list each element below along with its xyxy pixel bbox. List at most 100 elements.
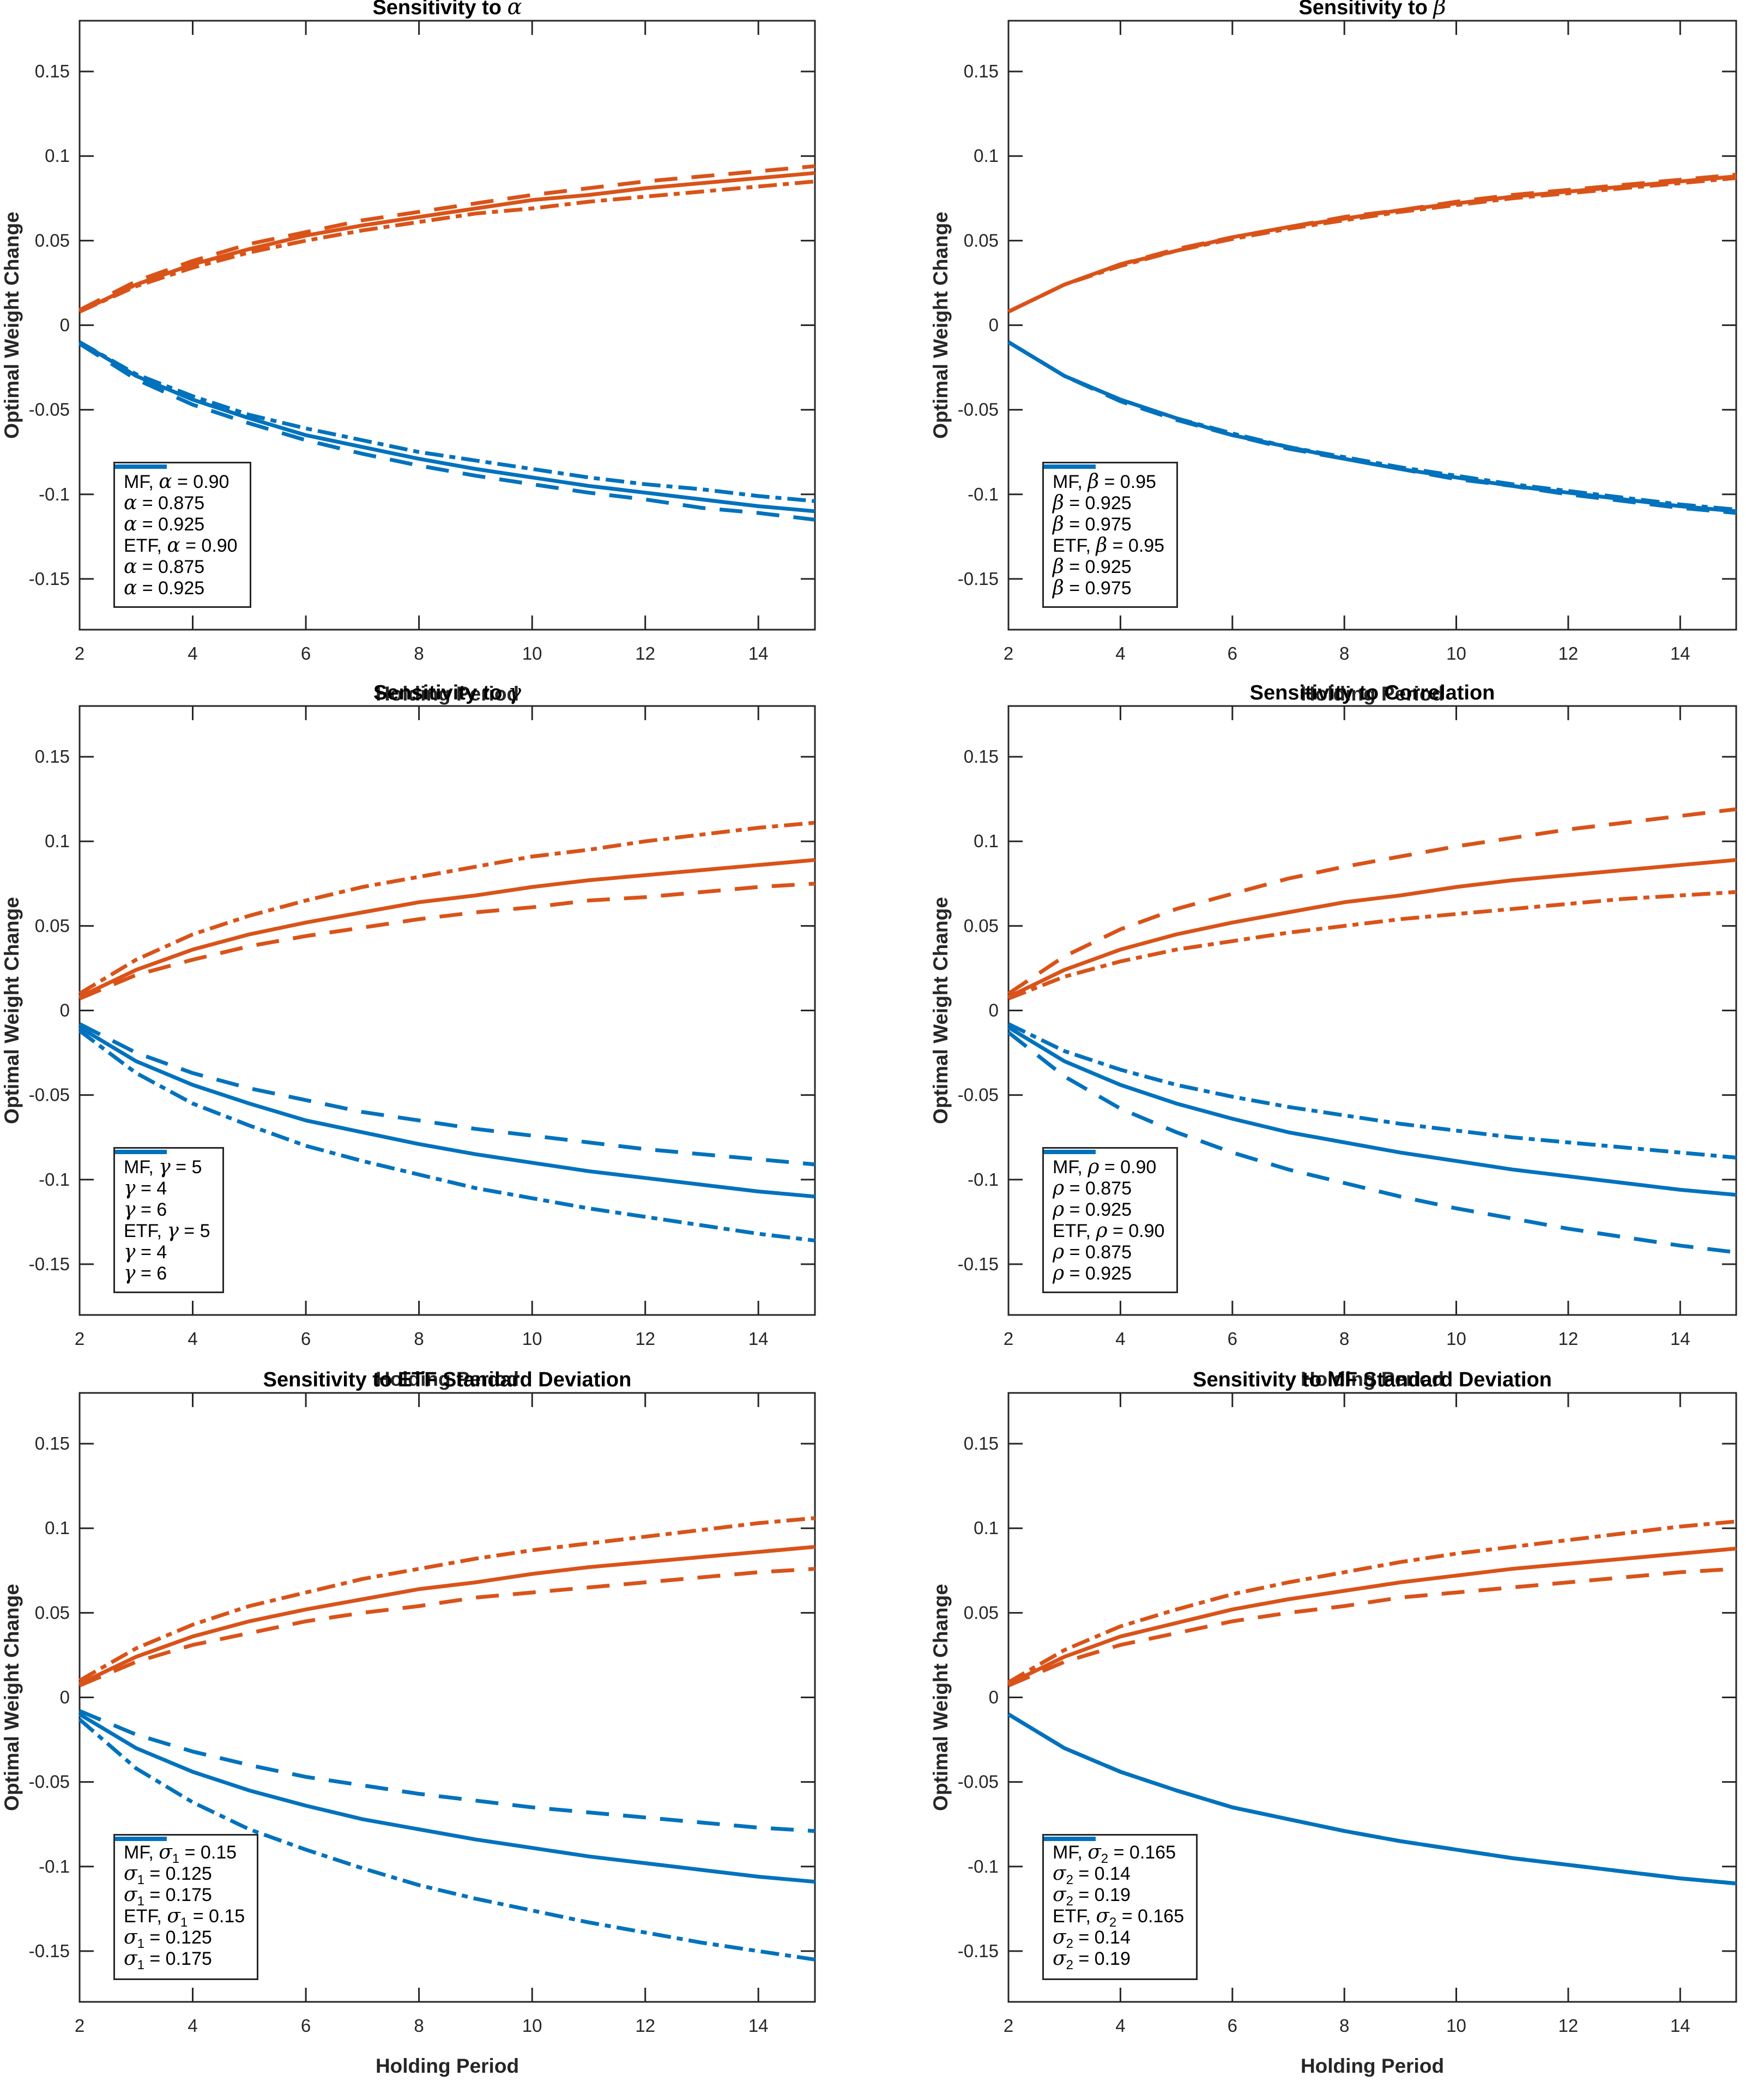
x-tick-label: 12 [635,1329,655,1349]
chart-panel: 2 4 6 8 10 12 14 0.15 0.1 0.05 0 -0.05 -0.1 -0.15 Sens… [873,681,1746,1413]
legend-label: ETF, γ = 5 [124,1220,210,1242]
series-variant-line [78,1022,815,1167]
legend-entry: α = 0.875 [115,464,238,578]
y-tick-label: 0.05 [964,1602,999,1622]
legend-entry: γ = 6 [115,1150,210,1221]
legend-label: MF, γ = 5 [124,1156,202,1178]
y-tick-label: 0 [989,315,999,335]
x-tick-label: 8 [1339,1329,1349,1349]
x-tick-label: 6 [301,2015,311,2036]
x-tick-label: 8 [1339,643,1349,663]
series-mf-etf-line [78,858,815,999]
series-mf-etf-line [78,1712,815,1884]
legend-entry: γ = 6 [115,1150,210,1284]
y-tick-label: 0.1 [974,831,999,851]
legend-line-sample [1044,1837,1096,1841]
x-tick-label: 2 [1004,643,1013,663]
x-tick-label: 14 [1670,1329,1690,1349]
y-tick-label: 0.1 [45,146,70,166]
series-variant-line [1007,1022,1737,1160]
legend-entry: ρ = 0.925 [1044,1150,1164,1221]
legend-line-sample [1044,464,1096,469]
x-tick-label: 10 [1446,2015,1466,2036]
x-tick-label: 6 [301,643,311,663]
legend: MF, ρ = 0.90 ρ = 0.875 ρ = 0.925 ETF, ρ = 0… [1042,1147,1179,1293]
x-tick-label: 12 [635,2015,655,2036]
y-tick-label: -0.05 [29,1085,70,1105]
legend-label: ρ = 0.925 [1053,1262,1132,1284]
legend-label: σ1 = 0.125 [124,1862,212,1888]
chart-svg: 2 4 6 8 10 12 14 0.15 0.1 0.05 0 -0.05 -0.1 -0.15 Sens… [929,1368,1737,2077]
x-tick-label: 4 [188,1329,197,1349]
legend: MF, α = 0.90 α = 0.875 α = 0.925 ETF, α = 0… [113,462,251,608]
legend-entry: γ = 4 [115,1150,210,1199]
y-axis-label: Optimal Weight Change [929,212,952,439]
series-variant-line [1007,1519,1737,1684]
y-tick-label: -0.05 [958,400,999,420]
y-axis-label: Optimal Weight Change [1,212,23,439]
legend-label: σ2 = 0.19 [1053,1883,1131,1909]
chart-panel: 2 4 6 8 10 12 14 0.15 0.1 0.05 0 -0.05 -0.1 -0.15 Sens… [873,1368,1746,2100]
y-tick-label: 0.15 [35,746,70,767]
series-mf-etf-line [78,1544,815,1686]
legend-label: ETF, σ2 = 0.165 [1053,1904,1185,1930]
legend-line-sample [115,1150,167,1154]
x-tick-label: 6 [1228,643,1237,663]
series-mf-etf-line [78,1025,815,1199]
legend-label: MF, σ1 = 0.15 [124,1840,237,1867]
y-tick-label: 0.05 [35,915,70,936]
legend-entry: β = 0.975 [1044,464,1164,599]
series-mf-etf-line [1007,1025,1737,1197]
series-mf-etf-line [78,171,815,313]
legend-label: ETF, ρ = 0.90 [1053,1220,1165,1242]
x-tick-label: 2 [1004,1329,1013,1349]
legend-label: γ = 4 [124,1241,167,1263]
legend: MF, σ1 = 0.15 σ1 = 0.125 σ1 = 0.175 ETF, σ1… [113,1834,259,1980]
y-tick-label: 0.1 [974,146,999,166]
chart-svg: 2 4 6 8 10 12 14 0.15 0.1 0.05 0 -0.05 -0.1 -0.15 Sens… [1,1368,816,2077]
legend-label: σ1 = 0.125 [124,1926,212,1952]
y-tick-label: 0 [989,1687,999,1707]
x-tick-label: 2 [75,2015,84,2036]
x-tick-label: 10 [1446,643,1466,663]
y-tick-label: -0.1 [968,1169,999,1190]
legend-entry: MF, β = 0.95 [1044,464,1164,493]
y-tick-label: 0.05 [35,230,70,250]
x-axis-label: Holding Period [1301,2055,1444,2077]
legend-entry: σ2 = 0.14 [1044,1837,1184,1887]
legend-entry: ETF, β = 0.95 [1044,464,1164,557]
x-tick-label: 8 [414,2015,424,2036]
y-tick-label: 0.1 [974,1518,999,1538]
legend-entry: α = 0.925 [115,464,238,535]
chart-title: Sensitivity to β [1298,0,1446,20]
y-tick-label: -0.1 [39,484,70,504]
legend-line-sample [115,1837,167,1841]
legend-label: ETF, σ1 = 0.15 [124,1904,245,1930]
y-tick-label: 0.05 [35,1602,70,1622]
legend-entry: β = 0.925 [1044,464,1164,578]
x-axis-label: Holding Period [1301,1368,1444,1390]
y-tick-label: -0.15 [29,569,70,589]
series-variant-line [1007,1567,1737,1688]
y-tick-label: -0.1 [968,484,999,504]
y-axis-label: Optimal Weight Change [929,1584,952,1811]
legend-line-sample [1044,1150,1096,1154]
chart-panel: 2 4 6 8 10 12 14 0.15 0.1 0.05 0 -0.05 -0.1 -0.15 Sens… [873,0,1746,728]
x-tick-label: 2 [75,643,84,663]
x-tick-label: 6 [1228,1329,1237,1349]
y-tick-label: -0.1 [39,1856,70,1876]
y-tick-label: -0.15 [29,1254,70,1274]
chart-title: Sensitivity to MF Standard Deviation [1193,1368,1552,1391]
legend-label: α = 0.925 [124,577,205,599]
legend-label: σ1 = 0.175 [124,1947,212,1973]
legend-entry: ETF, σ2 = 0.165 [1044,1837,1185,1930]
y-tick-label: -0.05 [958,1772,999,1792]
legend-entry: MF, α = 0.90 [115,464,238,493]
series-variant-line [1007,807,1737,995]
series-variant-line [1007,340,1737,512]
y-tick-label: 0.1 [45,831,70,851]
legend-entry: ETF, ρ = 0.90 [1044,1150,1165,1242]
y-tick-label: -0.1 [39,1169,70,1190]
series-variant-line [1007,176,1737,313]
x-tick-label: 10 [1446,1329,1466,1349]
